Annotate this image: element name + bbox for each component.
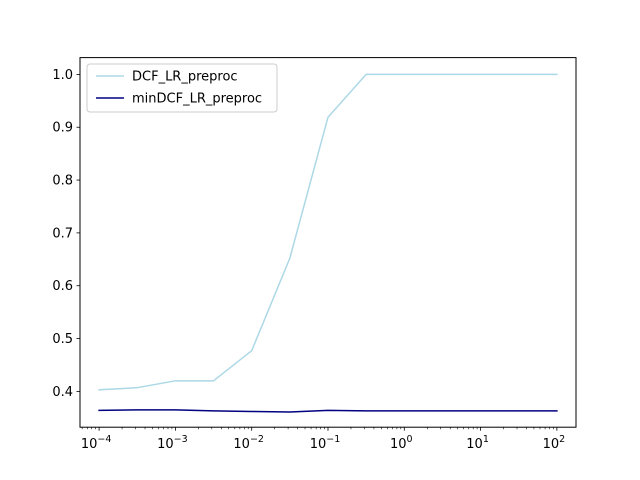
series-layer — [98, 73, 558, 413]
legend-box — [86, 63, 278, 113]
x-tick-label: 100 — [390, 434, 413, 452]
y-tick-label: 0.4 — [52, 385, 73, 400]
y-tick-label: 0.9 — [52, 121, 73, 136]
y-tick-label: 1.0 — [52, 68, 73, 83]
y-tick-label: 0.5 — [52, 332, 73, 347]
y-tick-label: 0.8 — [52, 174, 73, 189]
x-tick-label: 10−1 — [310, 434, 341, 452]
x-tick-label: 10−2 — [233, 434, 264, 452]
y-tick-label: 0.6 — [52, 279, 73, 294]
x-tick-label: 101 — [466, 434, 489, 452]
legend-label-dcf: DCF_LR_preproc — [132, 70, 238, 85]
x-axis-ticks: 10−4 10−3 10−2 10−1 100 101 102 — [81, 427, 565, 452]
legend-label-mindcf: minDCF_LR_preproc — [132, 92, 262, 107]
y-axis-ticks: 0.4 0.5 0.6 0.7 0.8 0.9 1.0 — [52, 68, 80, 400]
x-tick-label: 102 — [543, 434, 566, 452]
series-line-mindcf — [98, 409, 558, 413]
y-tick-label: 0.7 — [52, 226, 73, 241]
legend: DCF_LR_preproc minDCF_LR_preproc — [86, 63, 278, 113]
x-tick-label: 10−4 — [81, 434, 112, 452]
series-line-dcf — [98, 73, 558, 391]
x-tick-label: 10−3 — [157, 434, 188, 452]
plot-area-frame — [79, 57, 577, 428]
